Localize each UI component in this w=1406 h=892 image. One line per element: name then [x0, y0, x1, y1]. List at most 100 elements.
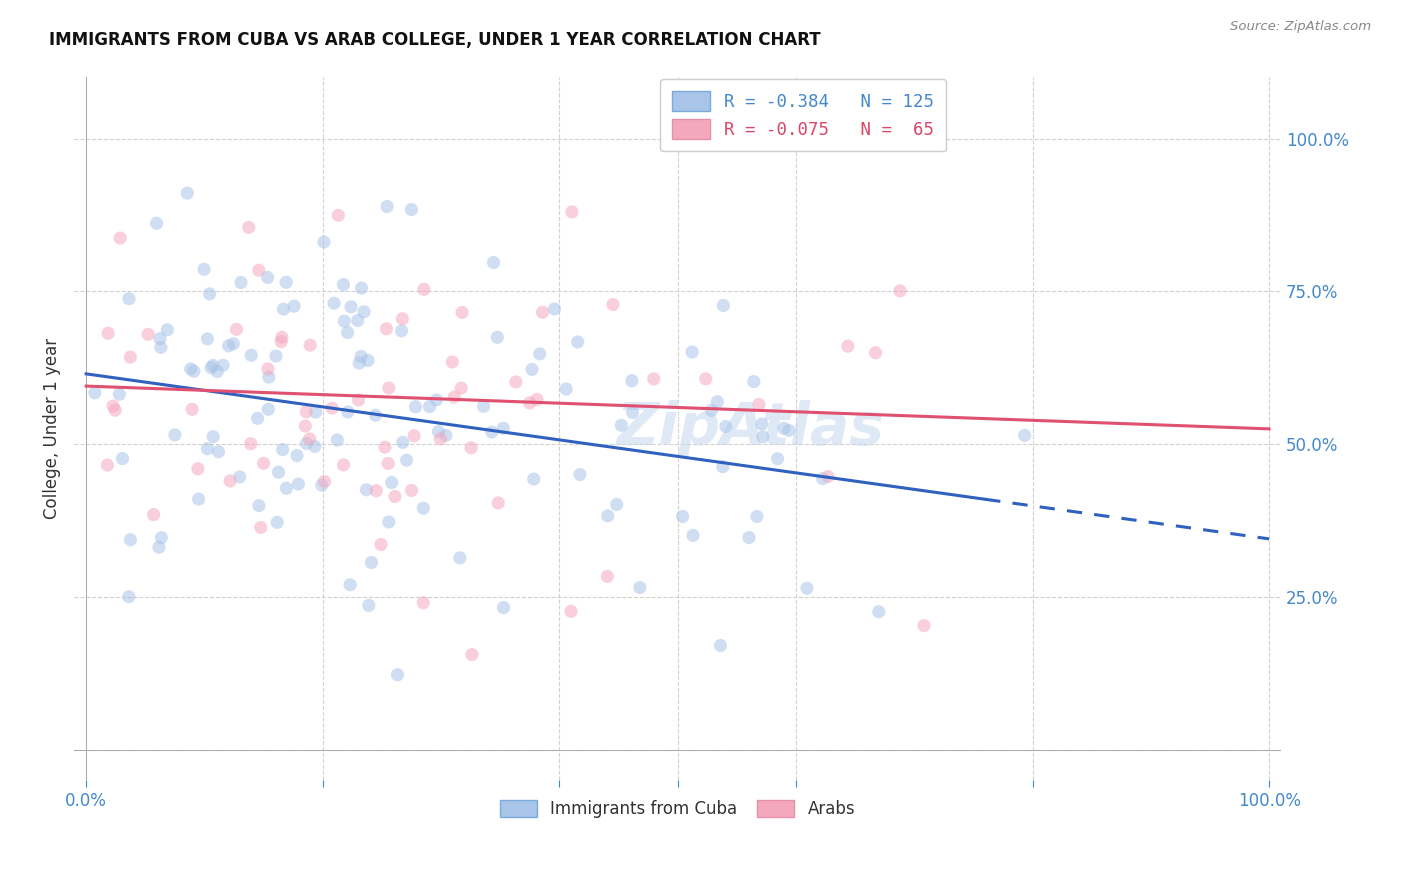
Point: [276, 275, 298, 289]
Point: [531, 305, 554, 319]
Point: [529, 347, 551, 361]
Point: [868, 605, 890, 619]
Point: [249, 520, 271, 534]
Point: [180, 362, 202, 376]
Point: [543, 301, 565, 316]
Point: [418, 400, 440, 414]
Point: [350, 281, 373, 295]
Point: [391, 324, 413, 338]
Point: [332, 458, 354, 472]
Point: [321, 401, 343, 416]
Point: [620, 374, 643, 388]
Point: [560, 604, 582, 618]
Point: [156, 323, 179, 337]
Point: [427, 425, 450, 439]
Point: [482, 255, 505, 269]
Point: [395, 453, 418, 467]
Point: [526, 392, 548, 407]
Point: [610, 418, 633, 433]
Point: [745, 509, 768, 524]
Point: [332, 277, 354, 292]
Point: [555, 382, 578, 396]
Point: [796, 581, 818, 595]
Point: [240, 348, 263, 362]
Point: [706, 394, 728, 409]
Point: [347, 392, 370, 407]
Point: [492, 421, 515, 435]
Point: [567, 334, 589, 349]
Text: Source: ZipAtlas.com: Source: ZipAtlas.com: [1230, 20, 1371, 33]
Point: [384, 490, 406, 504]
Point: [349, 356, 371, 370]
Point: [628, 581, 651, 595]
Point: [314, 475, 336, 489]
Point: [267, 465, 290, 479]
Point: [401, 483, 423, 498]
Point: [225, 322, 247, 336]
Point: [364, 408, 387, 422]
Point: [412, 596, 434, 610]
Point: [519, 396, 541, 410]
Point: [96, 458, 118, 472]
Point: [606, 498, 628, 512]
Point: [450, 381, 472, 395]
Point: [360, 556, 382, 570]
Point: [273, 302, 295, 317]
Point: [229, 470, 252, 484]
Point: [520, 362, 543, 376]
Point: [247, 499, 270, 513]
Point: [198, 286, 221, 301]
Point: [441, 355, 464, 369]
Point: [356, 483, 378, 497]
Point: [353, 305, 375, 319]
Point: [451, 305, 474, 319]
Point: [176, 186, 198, 200]
Point: [145, 216, 167, 230]
Point: [682, 528, 704, 542]
Point: [357, 353, 380, 368]
Point: [287, 477, 309, 491]
Point: [323, 296, 346, 310]
Point: [460, 441, 482, 455]
Text: ZipAtlas: ZipAtlas: [616, 401, 884, 458]
Point: [285, 449, 308, 463]
Point: [569, 467, 592, 482]
Point: [311, 478, 333, 492]
Point: [492, 600, 515, 615]
Point: [375, 322, 398, 336]
Point: [295, 405, 318, 419]
Point: [283, 299, 305, 313]
Point: [1014, 428, 1036, 442]
Point: [97, 326, 120, 341]
Point: [766, 451, 789, 466]
Point: [340, 300, 363, 314]
Point: [197, 442, 219, 456]
Point: [817, 469, 839, 483]
Point: [187, 492, 209, 507]
Point: [370, 537, 392, 551]
Point: [246, 411, 269, 425]
Point: [486, 496, 509, 510]
Point: [120, 350, 142, 364]
Point: [434, 428, 457, 442]
Point: [751, 417, 773, 431]
Point: [142, 508, 165, 522]
Point: [387, 668, 409, 682]
Point: [193, 262, 215, 277]
Point: [709, 639, 731, 653]
Point: [391, 435, 413, 450]
Point: [912, 618, 935, 632]
Point: [120, 533, 142, 547]
Point: [197, 332, 219, 346]
Point: [229, 276, 252, 290]
Point: [752, 430, 775, 444]
Point: [239, 437, 262, 451]
Point: [295, 436, 318, 450]
Point: [449, 550, 471, 565]
Point: [257, 402, 280, 417]
Point: [643, 372, 665, 386]
Point: [266, 516, 288, 530]
Point: [481, 425, 503, 439]
Point: [523, 472, 546, 486]
Point: [276, 481, 298, 495]
